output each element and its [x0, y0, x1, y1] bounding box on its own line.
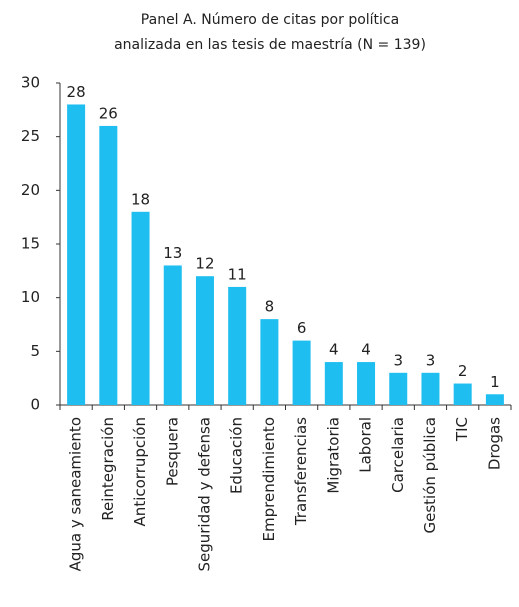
- data-label: 1: [490, 373, 500, 391]
- x-tick-label: Anticorrupción: [131, 417, 149, 526]
- data-label: 12: [195, 255, 214, 273]
- data-label: 8: [265, 298, 275, 316]
- bar: [292, 340, 311, 405]
- data-label: 26: [99, 104, 118, 122]
- bar: [131, 211, 150, 405]
- bar: [67, 104, 86, 405]
- x-tick-label: Pesquera: [163, 417, 181, 486]
- x-tick-label: Educación: [228, 417, 246, 494]
- data-label: 2: [458, 362, 468, 380]
- bar: [485, 394, 504, 405]
- x-tick-label: Gestión pública: [421, 417, 439, 534]
- bar: [421, 372, 440, 405]
- y-tick-label: 10: [21, 288, 40, 306]
- y-tick-label: 20: [21, 181, 40, 199]
- data-label: 13: [163, 244, 182, 262]
- data-label: 18: [131, 190, 150, 208]
- x-tick-label: Agua y saneamiento: [67, 417, 85, 571]
- y-tick-label: 30: [21, 74, 40, 92]
- data-label: 4: [329, 341, 339, 359]
- x-tick-label: Reintegración: [99, 417, 117, 521]
- x-tick-label: Seguridad y defensa: [195, 417, 213, 572]
- x-tick-label: Emprendimiento: [260, 417, 278, 541]
- data-label: 3: [426, 351, 436, 369]
- data-label: 11: [228, 265, 247, 283]
- bar: [163, 265, 182, 405]
- x-tick-label: Transferencias: [292, 417, 310, 526]
- bar: [324, 362, 343, 405]
- chart-title: analizada en las tesis de maestría (N = …: [114, 37, 426, 53]
- chart-title: Panel A. Número de citas por política: [141, 12, 399, 28]
- y-tick-label: 15: [21, 235, 40, 253]
- x-tick-label: Migratoria: [324, 417, 342, 494]
- x-tick-label: TIC: [453, 417, 471, 442]
- bar: [99, 125, 118, 405]
- data-label: 4: [361, 341, 371, 359]
- y-tick-label: 25: [21, 127, 40, 145]
- bar: [260, 319, 279, 405]
- bar: [357, 362, 376, 405]
- bar: [389, 372, 408, 405]
- x-tick-label: Laboral: [357, 417, 375, 473]
- data-label: 3: [393, 351, 403, 369]
- bar: [195, 276, 214, 405]
- data-label: 6: [297, 319, 307, 337]
- y-tick-label: 5: [30, 342, 40, 360]
- bar: [453, 383, 472, 405]
- y-tick-label: 0: [30, 396, 40, 414]
- x-tick-label: Carcelaria: [389, 417, 407, 493]
- bar: [228, 286, 247, 405]
- data-label: 28: [67, 83, 86, 101]
- x-tick-label: Drogas: [485, 417, 503, 470]
